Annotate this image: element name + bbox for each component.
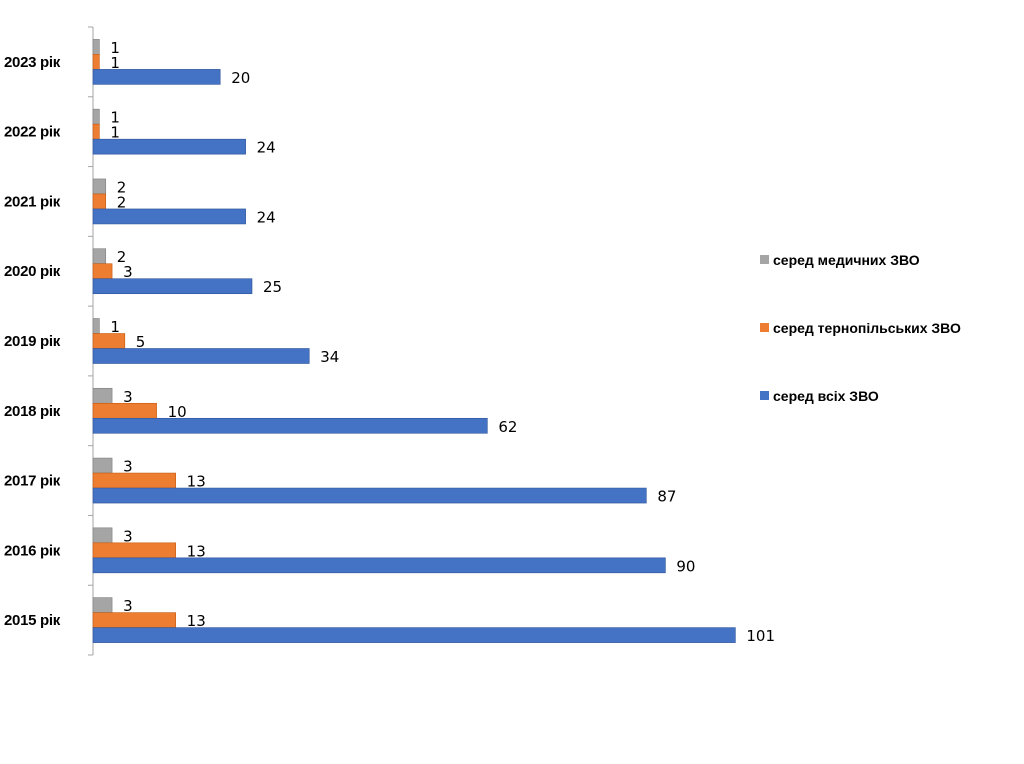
category-axis — [88, 26, 94, 656]
bar-ternopil — [92, 54, 100, 70]
category-label: 2015 рік — [4, 612, 61, 629]
bar-all — [92, 417, 488, 434]
bar-medical — [92, 387, 113, 404]
data-label: 2 — [117, 193, 127, 211]
category-labels: 2015 рік 2016 рік 2017 рік 2018 рік 2019 рік… — [4, 54, 61, 629]
category-label: 2019 рік — [4, 333, 61, 350]
bar-medical — [92, 108, 100, 125]
bar-medical — [92, 39, 100, 55]
category-label: 2021 рік — [4, 193, 61, 210]
legend: серед медичних ЗВО серед тернопільських З… — [760, 252, 961, 404]
bar-ternopil — [92, 263, 113, 280]
data-label: 13 — [187, 473, 206, 491]
bar-all — [92, 69, 221, 85]
category-label: 2016 рік — [4, 542, 61, 559]
data-label: 1 — [110, 109, 120, 127]
legend-label: серед тернопільських ЗВО — [773, 320, 961, 336]
legend-item: серед тернопільських ЗВО — [760, 320, 961, 336]
legend-swatch — [760, 255, 769, 264]
bar-all — [92, 348, 310, 364]
data-label: 5 — [136, 333, 146, 351]
data-label: 3 — [123, 263, 133, 281]
data-label: 20 — [231, 69, 250, 87]
category-label: 2020 рік — [4, 263, 61, 280]
bar-medical — [92, 457, 113, 474]
data-label: 1 — [110, 54, 120, 72]
data-label: 13 — [187, 542, 206, 560]
bar-all — [92, 627, 736, 643]
data-label: 1 — [110, 318, 120, 336]
bar-all — [92, 138, 246, 155]
legend-label: серед всіх ЗВО — [773, 388, 879, 404]
bar-medical — [92, 527, 113, 544]
category-label: 2022 рік — [4, 124, 61, 141]
bar-all — [92, 278, 253, 295]
data-label: 2 — [117, 248, 127, 266]
data-labels: 3131013139031387310621534232522241124112… — [110, 39, 775, 645]
bar-all — [92, 557, 666, 574]
legend-swatch — [760, 323, 769, 332]
data-label: 10 — [168, 403, 187, 421]
bar-ternopil — [92, 193, 107, 210]
data-label: 34 — [320, 348, 339, 366]
legend-item: серед медичних ЗВО — [760, 252, 920, 268]
data-label: 101 — [746, 627, 775, 645]
bar-ternopil — [92, 333, 126, 349]
bar-medical — [92, 178, 107, 195]
category-label: 2018 рік — [4, 403, 61, 420]
data-label: 3 — [123, 527, 133, 545]
bar-medical — [92, 318, 100, 334]
bar-all — [92, 487, 647, 504]
data-label: 25 — [263, 278, 282, 296]
data-label: 87 — [657, 488, 676, 506]
data-label: 62 — [498, 418, 517, 436]
legend-item: серед всіх ЗВО — [760, 388, 879, 404]
bar-ternopil — [92, 612, 176, 628]
bar-ternopil — [92, 542, 176, 559]
data-label: 3 — [123, 388, 133, 406]
bars — [92, 39, 736, 643]
data-label: 2 — [117, 178, 127, 196]
data-label: 24 — [257, 208, 276, 226]
data-label: 3 — [123, 597, 133, 615]
bar-medical — [92, 248, 107, 265]
data-label: 90 — [676, 557, 695, 575]
category-label: 2023 рік — [4, 54, 61, 71]
legend-swatch — [760, 391, 769, 400]
data-label: 3 — [123, 458, 133, 476]
data-label: 1 — [110, 124, 120, 142]
bar-ternopil — [92, 123, 100, 140]
bar-all — [92, 208, 246, 225]
bar-ternopil — [92, 472, 176, 489]
bar-medical — [92, 597, 113, 613]
data-label: 1 — [110, 39, 120, 57]
category-label: 2017 рік — [4, 473, 61, 490]
legend-label: серед медичних ЗВО — [773, 252, 920, 268]
data-label: 13 — [187, 612, 206, 630]
data-label: 24 — [257, 139, 276, 157]
